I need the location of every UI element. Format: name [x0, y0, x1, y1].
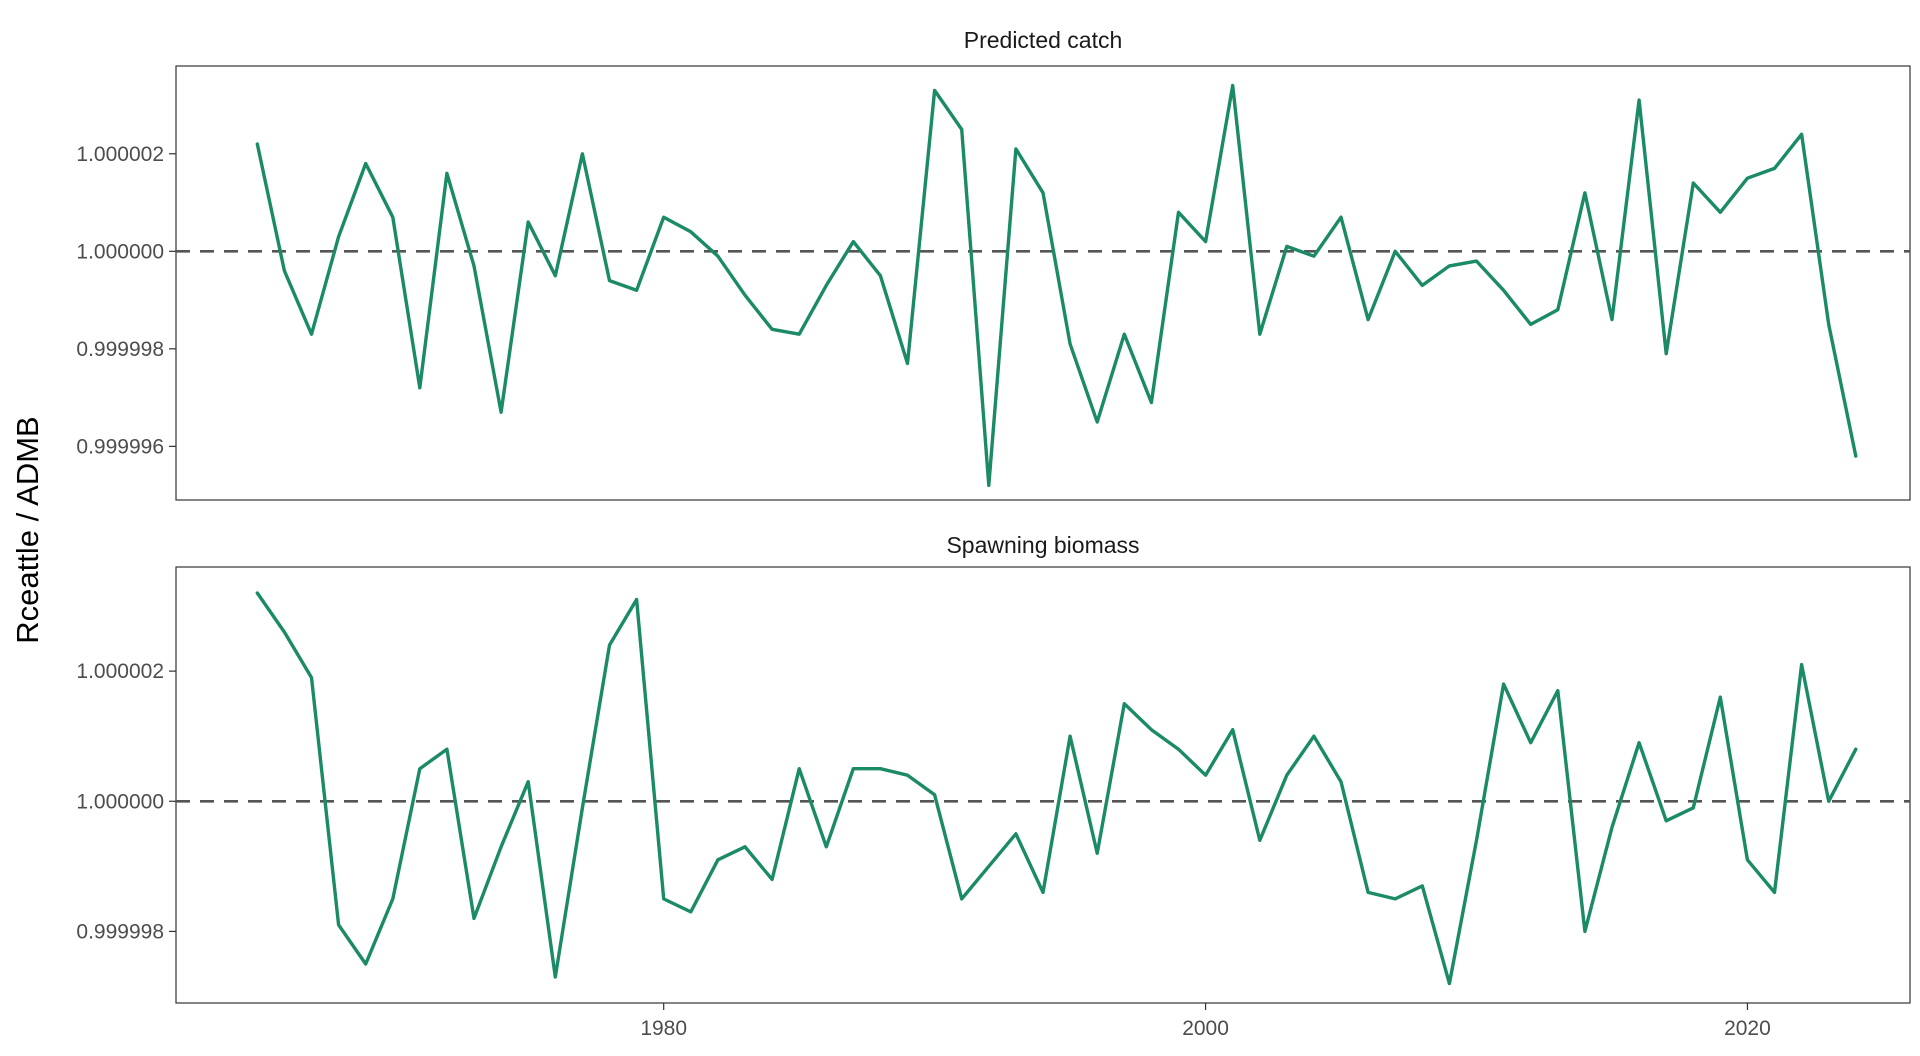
panel-frame	[175, 65, 1911, 501]
y-tick-label: 0.999996	[76, 435, 164, 458]
panel-title: Spawning biomass	[946, 532, 1139, 558]
y-tick-label: 1.000000	[76, 240, 164, 263]
y-tick-label: 0.999998	[76, 920, 164, 943]
series-line	[255, 591, 1858, 986]
x-tick-label: 2020	[1724, 1017, 1771, 1040]
x-tick-label: 2000	[1182, 1017, 1229, 1040]
y-tick-label: 1.000002	[76, 660, 164, 683]
y-tick-label: 0.999998	[76, 338, 164, 361]
series-line	[255, 83, 1858, 488]
panel-2: Spawning biomass 0.999998 1.000000 1.000002…	[76, 532, 1911, 1040]
y-tick-label: 1.000002	[76, 143, 164, 166]
panel-title: Predicted catch	[964, 27, 1123, 53]
x-tick-label: 1980	[640, 1017, 687, 1040]
y-tick-label: 1.000000	[76, 790, 164, 813]
panel-frame	[175, 566, 1911, 1004]
panel-1: Predicted catch 0.999996 0.999998 1.000000 1…	[76, 27, 1911, 501]
y-axis-title: Rceattle / ADMB	[10, 416, 45, 643]
